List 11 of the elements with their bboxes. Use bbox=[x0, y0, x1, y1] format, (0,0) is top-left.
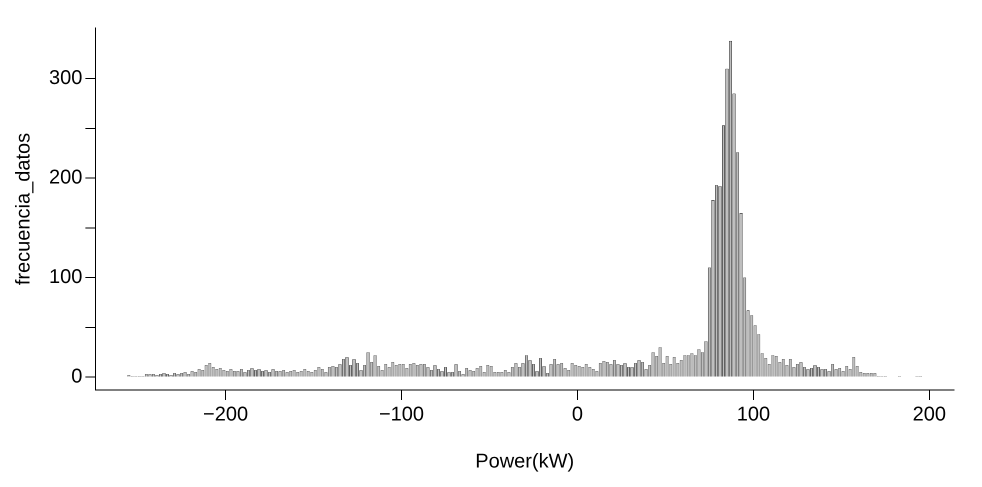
x-tick-label: 200 bbox=[912, 404, 946, 426]
y-tick-label: 100 bbox=[48, 266, 82, 288]
y-tick-label: 0 bbox=[71, 366, 82, 388]
x-tick-label: −100 bbox=[378, 404, 424, 426]
x-axis-title: Power(kW) bbox=[475, 450, 574, 473]
x-tick-label: 100 bbox=[736, 404, 770, 426]
y-tick-label: 200 bbox=[48, 166, 82, 189]
x-tick-label: 0 bbox=[572, 404, 584, 426]
y-tick-label: 300 bbox=[48, 67, 82, 90]
x-tick-label: −200 bbox=[203, 404, 248, 426]
y-axis-title: frecuencia_datos bbox=[12, 132, 35, 286]
